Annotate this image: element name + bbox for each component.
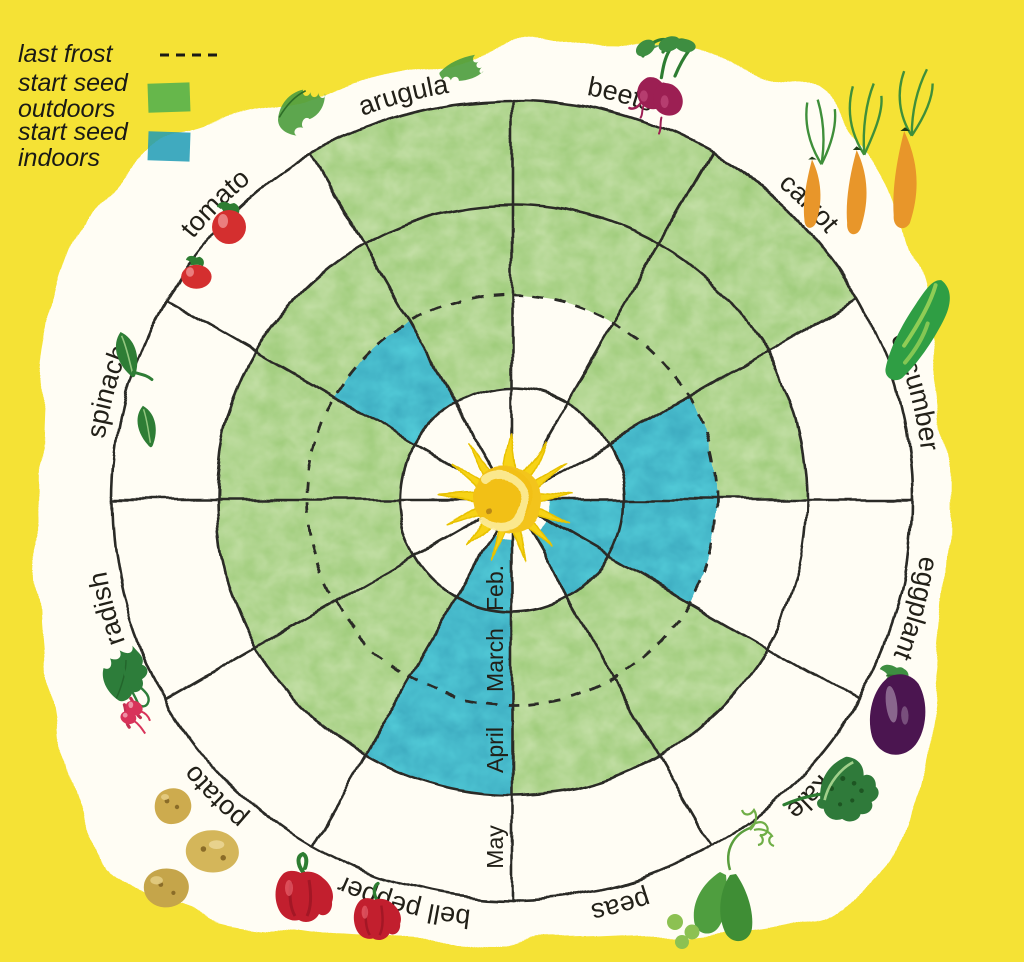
svg-text:May: May — [482, 825, 508, 869]
svg-text:last frost: last frost — [18, 40, 114, 68]
svg-text:March: March — [482, 628, 508, 692]
svg-text:start seed: start seed — [18, 118, 129, 146]
svg-text:Feb.: Feb. — [482, 565, 508, 611]
svg-text:April: April — [482, 727, 508, 773]
svg-text:indoors: indoors — [18, 144, 100, 172]
svg-text:start seed: start seed — [18, 69, 129, 97]
